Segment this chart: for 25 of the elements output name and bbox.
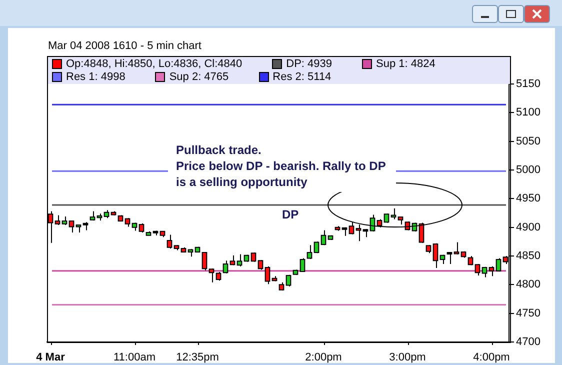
- y-tick-label: 4750: [516, 307, 540, 320]
- annotation: DP: [282, 207, 299, 222]
- y-tick-label: 5050: [516, 135, 540, 148]
- legend-label: Sup 1: 4824: [376, 58, 436, 70]
- chart-title: Mar 04 2008 1610 - 5 min chart: [48, 40, 202, 52]
- x-tick-label: 3:00pm: [389, 352, 426, 364]
- x-tick-label: 4 Mar: [36, 352, 66, 364]
- y-tick-label: 5100: [516, 106, 540, 119]
- x-tick-label: 11:00am: [114, 352, 156, 364]
- y-tick-label: 4800: [516, 278, 540, 291]
- text: Op:4848, Hi:4850, Lo:4836, Cl:4840: [66, 58, 242, 70]
- y-tick-label: 4850: [516, 250, 540, 262]
- legend-label: Res 1: 4998: [66, 70, 126, 82]
- y-tick-label: 4700: [516, 336, 540, 348]
- x-tick-label: 4:00pm: [473, 352, 510, 364]
- annotation: Pullback trade. Price below DP - bearish. Rally to DP is a selling opportunity: [168, 140, 396, 192]
- y-tick-label: 4900: [516, 221, 540, 234]
- legend-label: Sup 2: 4765: [169, 70, 229, 82]
- legend-label: DP: 4939: [286, 58, 332, 70]
- y-tick-label: 5000: [516, 164, 540, 176]
- x-tick-label: 12:35pm: [176, 352, 219, 364]
- y-tick-label: 5150: [516, 78, 540, 90]
- y-tick-label: 4950: [516, 192, 540, 205]
- legend-label: Res 2: 5114: [272, 70, 332, 82]
- x-tick-label: 2:00pm: [305, 352, 342, 364]
